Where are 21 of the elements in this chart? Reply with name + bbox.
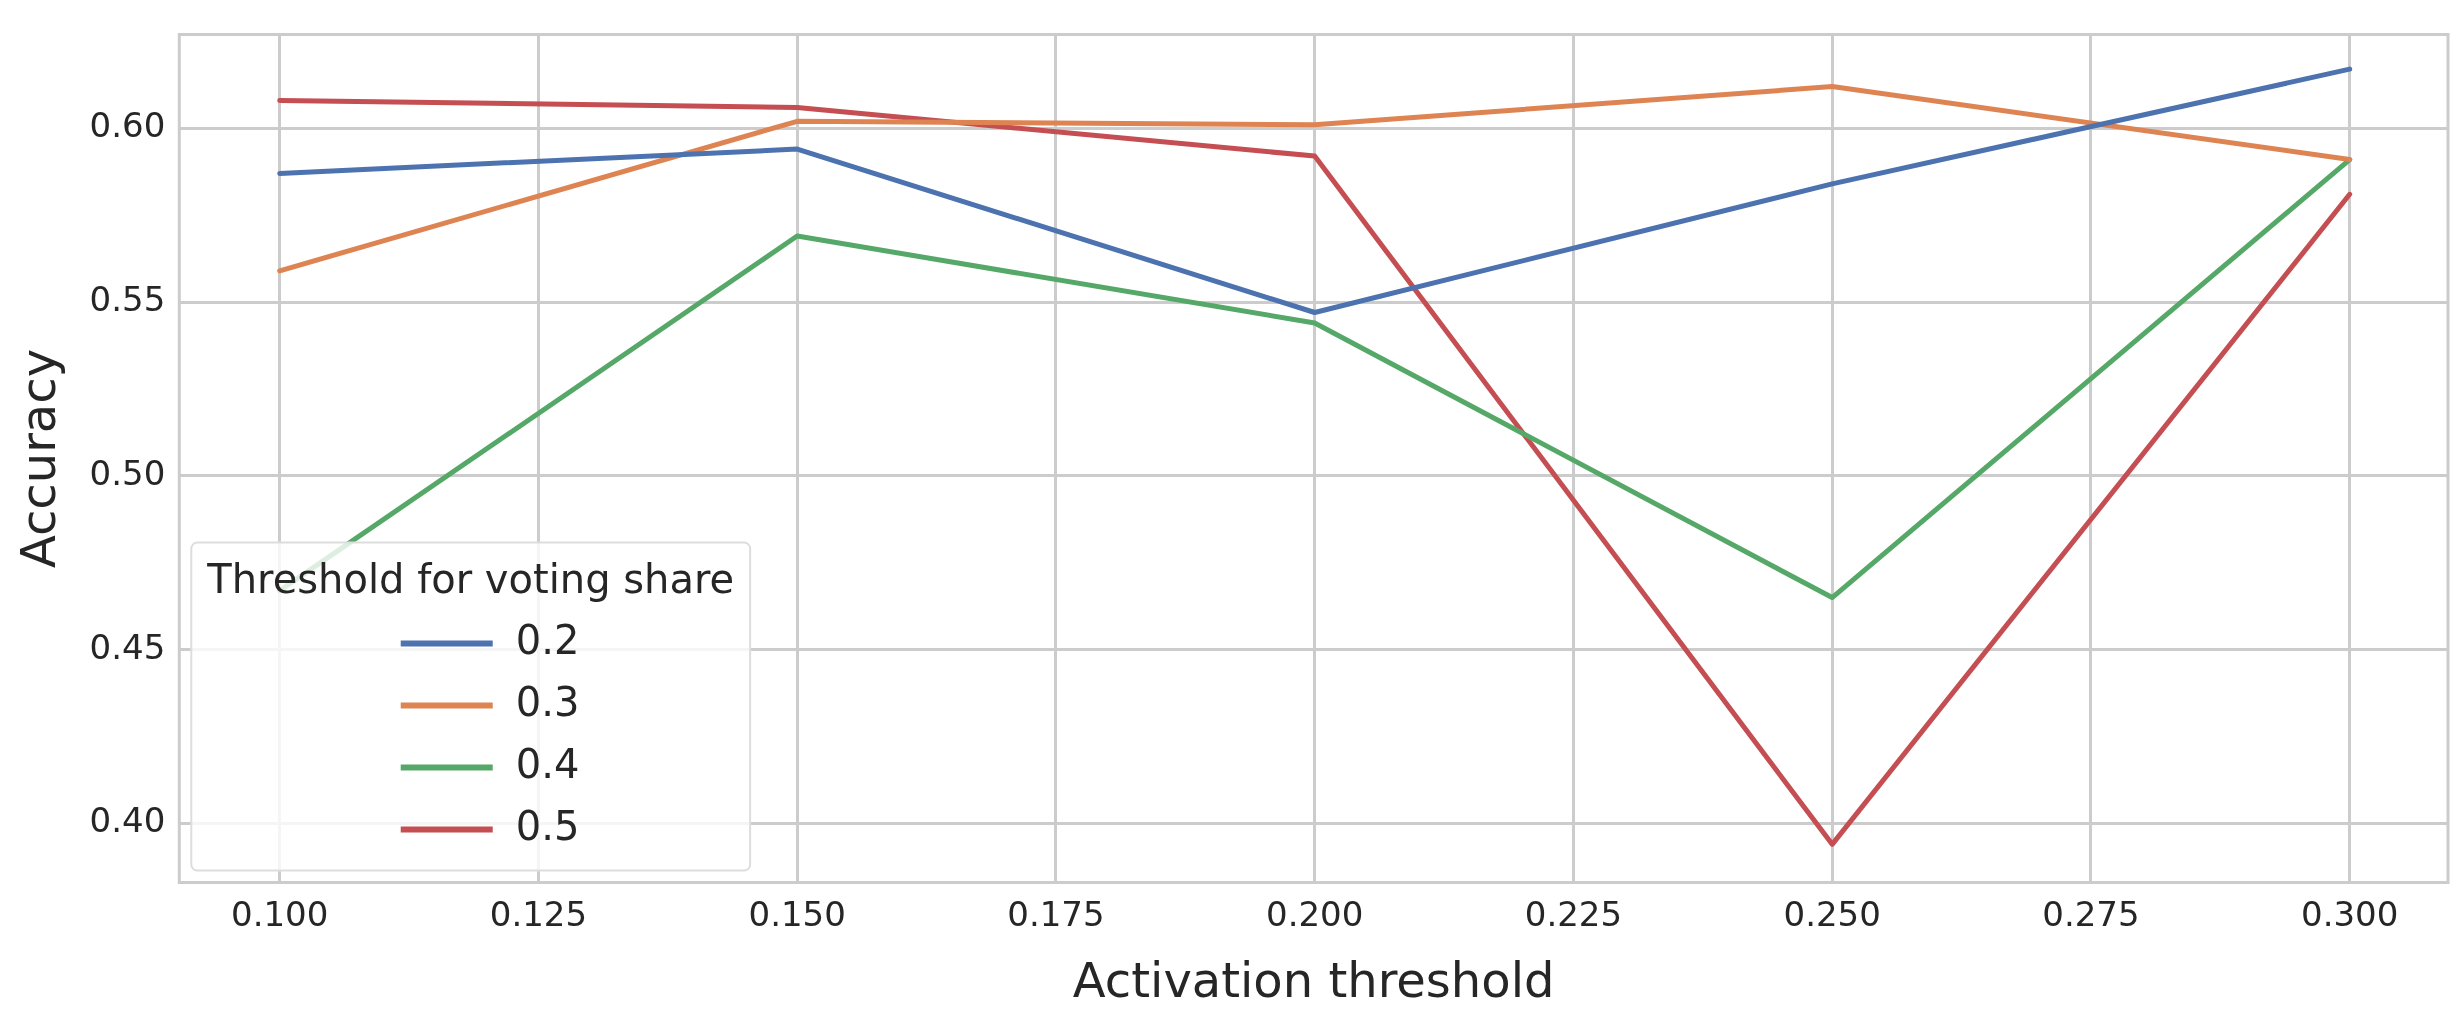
x-tick-label: 0.300 <box>2301 893 2399 934</box>
legend-label: 0.4 <box>515 740 580 787</box>
y-axis-title: Accuracy <box>10 348 67 569</box>
x-tick-label: 0.275 <box>2042 893 2140 934</box>
x-tick-label: 0.225 <box>1524 893 1623 934</box>
x-axis-title: Activation threshold <box>1072 951 1555 1008</box>
legend-title: Threshold for voting share <box>206 555 735 602</box>
legend-label: 0.5 <box>515 802 580 849</box>
y-tick-label: 0.45 <box>89 626 166 667</box>
x-tick-label: 0.200 <box>1266 893 1364 934</box>
legend-label: 0.3 <box>515 678 580 725</box>
x-tick-label: 0.175 <box>1007 893 1105 934</box>
x-tick-label: 0.125 <box>489 893 588 934</box>
y-tick-label: 0.55 <box>89 278 166 319</box>
y-tick-label: 0.60 <box>89 105 166 146</box>
y-tick-label: 0.50 <box>89 452 166 493</box>
legend-label: 0.2 <box>515 616 580 663</box>
x-tick-label: 0.100 <box>231 893 329 934</box>
x-tick-label: 0.250 <box>1783 893 1881 934</box>
y-tick-label: 0.40 <box>89 800 166 841</box>
x-tick-label: 0.150 <box>748 893 846 934</box>
